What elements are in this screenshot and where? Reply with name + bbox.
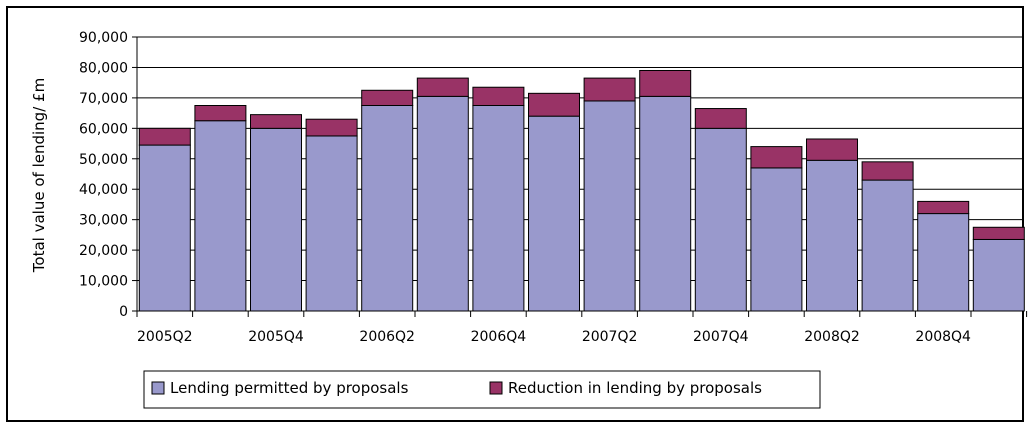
y-tick-label: 90,000 [79,30,128,46]
y-tick-label: 10,000 [79,274,128,290]
bar-lending-permitted [583,100,636,312]
bar-lending-permitted [194,120,247,312]
x-tick-label: 2005Q2 [137,329,193,345]
bar-lending-permitted [416,95,469,312]
bar-reduction [972,226,1025,240]
x-tick-label: 2007Q4 [693,329,749,345]
y-tick-label: 0 [119,304,128,320]
bar-lending-permitted [250,127,302,312]
legend-label-lending-permitted: Lending permitted by proposals [170,379,409,397]
bar-reduction [250,114,302,129]
x-tick-label: 2008Q4 [915,329,971,345]
bar-lending-permitted [639,95,692,312]
legend-box [143,370,821,409]
x-tick-label: 2006Q4 [471,329,527,345]
bar-reduction [750,146,803,169]
bar-lending-permitted [917,213,970,312]
legend-swatch-reduction [489,381,503,395]
legend-swatch-lending-permitted [151,381,165,395]
legend-label-reduction: Reduction in lending by proposals [508,379,762,397]
bar-reduction [472,86,525,106]
y-axis-title: Total value of lending/ £m [30,78,48,273]
x-tick-label: 2007Q2 [582,329,638,345]
y-tick-label: 60,000 [79,121,128,137]
legend: Lending permitted by proposals Reduction… [143,370,821,409]
bar-reduction [694,108,747,129]
y-tick-label: 20,000 [79,243,128,259]
bar-lending-permitted [972,238,1025,312]
bar-lending-permitted [361,105,414,312]
bar-reduction [917,200,970,215]
bar-lending-permitted [806,159,858,312]
bar-reduction [138,127,191,146]
bars [138,69,1025,312]
bar-reduction [416,77,469,97]
bar-lending-permitted [750,167,803,312]
bar-lending-permitted [138,144,191,312]
x-tick-label: 2006Q2 [359,329,415,345]
bar-reduction [361,89,414,107]
bar-reduction [528,92,580,117]
bar-lending-permitted [528,115,580,312]
bar-reduction [639,69,692,97]
bar-lending-permitted [694,127,747,312]
y-tick-label: 70,000 [79,91,128,107]
bar-reduction [194,105,247,122]
x-tick-labels: 2005Q2 2005Q4 2006Q2 2006Q4 2007Q2 2007Q4 2008… [137,329,971,345]
y-tick-labels: 0 10,000 20,000 30,000 40,000 50,000 60,000 70,… [79,30,128,320]
x-tick-label: 2005Q4 [248,329,304,345]
bar-reduction [861,161,914,181]
y-tick-label: 40,000 [79,182,128,198]
bar-lending-permitted [861,179,914,312]
y-tick-label: 30,000 [79,213,128,229]
bar-lending-permitted [472,105,525,312]
axes [132,36,1028,317]
bar-reduction [305,118,358,137]
bar-reduction [806,138,858,161]
y-tick-label: 50,000 [79,152,128,168]
bar-reduction [583,77,636,102]
bar-lending-permitted [305,135,358,312]
x-tick-label: 2008Q2 [804,329,860,345]
y-tick-label: 80,000 [79,60,128,76]
